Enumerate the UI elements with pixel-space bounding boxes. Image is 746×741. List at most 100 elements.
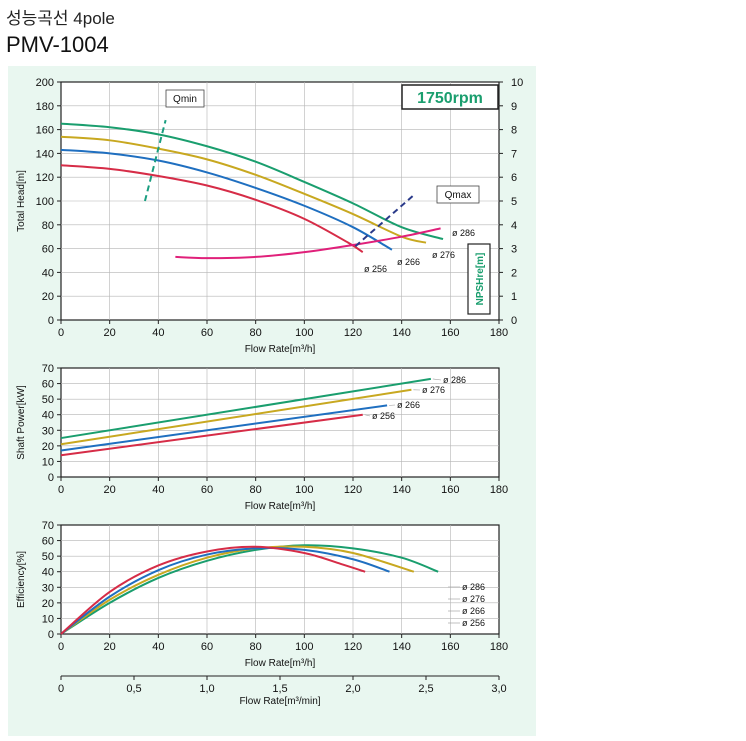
- head-x-tick-label: 120: [344, 327, 362, 339]
- efficiency-x-tick-label: 120: [344, 641, 362, 653]
- efficiency-y-tick-label: 30: [42, 582, 54, 594]
- head-y-tick-label: 120: [36, 172, 54, 184]
- power-x-axis-label: Flow Rate[m³/h]: [245, 501, 316, 512]
- flow-lpm-axis-label: Flow Rate[m³/min]: [239, 696, 320, 707]
- head-x-tick-label: 160: [441, 327, 459, 339]
- efficiency-x-tick-label: 160: [441, 641, 459, 653]
- head-x-tick-label: 140: [392, 327, 410, 339]
- power-leader-d286: [432, 378, 442, 381]
- efficiency-y-tick-label: 0: [48, 629, 54, 641]
- head-x-tick-label: 0: [58, 327, 64, 339]
- efficiency-series-d266: [60, 547, 390, 635]
- head-label-d256: ø 256: [364, 264, 387, 274]
- head-y-tick-label: 80: [42, 220, 54, 232]
- head-y-tick-label: 160: [36, 125, 54, 137]
- power-y-tick-label: 40: [42, 410, 54, 422]
- power-x-tick-label: 100: [295, 484, 313, 496]
- head-x-tick-label: 20: [104, 327, 116, 339]
- efficiency-x-tick-label: 80: [250, 641, 262, 653]
- chart-title-korean: 성능곡선 4pole: [6, 9, 115, 28]
- head-label-d266: ø 266: [397, 257, 420, 267]
- head-x-tick-label: 60: [201, 327, 213, 339]
- speed-label-box: [401, 84, 499, 110]
- power-series-d276: [60, 388, 412, 446]
- power-y-tick-label: 30: [42, 425, 54, 437]
- power-label-d266: ø 266: [397, 400, 420, 410]
- speed-label: 1750rpm: [417, 90, 483, 107]
- efficiency-plot-area: [60, 524, 500, 635]
- head-y2-tick-label: 6: [511, 172, 517, 184]
- power-label-d276: ø 276: [422, 385, 445, 395]
- head-y-tick-label: 20: [42, 291, 54, 303]
- head-y2-tick-label: 0: [511, 315, 517, 327]
- efficiency-series-d286: [60, 544, 439, 635]
- head-y-tick-label: 180: [36, 101, 54, 113]
- flow-lpm-tick-label: 2,5: [418, 683, 433, 695]
- head-y-axis-label: Total Head[m]: [16, 170, 27, 232]
- power-x-tick-label: 120: [344, 484, 362, 496]
- power-x-tick-label: 140: [392, 484, 410, 496]
- power-y-tick-label: 0: [48, 472, 54, 484]
- head-npsh-curve: [175, 227, 441, 260]
- head-y-tick-label: 200: [36, 77, 54, 89]
- efficiency-y-axis-label: Efficiency[%]: [16, 551, 27, 608]
- npsh-axis-label: NPSHre[m]: [475, 253, 486, 306]
- power-x-tick-label: 60: [201, 484, 213, 496]
- model-name: PMV-1004: [6, 32, 109, 57]
- qmax-label-box: [436, 185, 480, 204]
- power-x-tick-label: 20: [104, 484, 116, 496]
- flow-lpm-tick-label: 2,0: [345, 683, 360, 695]
- head-label-d286: ø 286: [452, 228, 475, 238]
- efficiency-legend-item: ø 286: [462, 582, 485, 592]
- power-x-tick-label: 180: [490, 484, 508, 496]
- head-y-tick-label: 140: [36, 148, 54, 160]
- power-x-tick-label: 40: [152, 484, 164, 496]
- efficiency-x-axis-label: Flow Rate[m³/h]: [245, 658, 316, 669]
- head-series-d266: [60, 148, 393, 251]
- head-series-d286: [60, 122, 444, 241]
- power-y-tick-label: 20: [42, 441, 54, 453]
- power-label-d286: ø 286: [443, 375, 466, 385]
- head-y2-tick-label: 3: [511, 244, 517, 256]
- power-series-d286: [60, 377, 432, 440]
- head-y2-tick-label: 5: [511, 196, 517, 208]
- efficiency-x-tick-label: 100: [295, 641, 313, 653]
- head-y2-tick-label: 2: [511, 267, 517, 279]
- flow-lpm-tick-label: 1,0: [199, 683, 214, 695]
- power-y-tick-label: 10: [42, 456, 54, 468]
- flow-lpm-tick-label: 1,5: [272, 683, 287, 695]
- power-series-d266: [60, 404, 388, 452]
- power-series-d256: [60, 413, 363, 457]
- efficiency-x-tick-label: 20: [104, 641, 116, 653]
- qmax-line: [354, 194, 415, 247]
- efficiency-legend-item: ø 276: [462, 594, 485, 604]
- power-y-tick-label: 70: [42, 363, 54, 375]
- head-x-tick-label: 40: [152, 327, 164, 339]
- qmin-line: [143, 119, 167, 202]
- head-series-d276: [60, 135, 427, 244]
- head-y-tick-label: 0: [48, 315, 54, 327]
- efficiency-y-tick-label: 40: [42, 567, 54, 579]
- efficiency-x-tick-label: 40: [152, 641, 164, 653]
- flow-lpm-tick-label: 3,0: [491, 683, 506, 695]
- power-x-tick-label: 80: [250, 484, 262, 496]
- head-y2-tick-label: 7: [511, 148, 517, 160]
- head-y2-tick-label: 9: [511, 101, 517, 113]
- head-y2-tick-label: 1: [511, 291, 517, 303]
- npsh-label-box: [467, 243, 491, 315]
- efficiency-legend-item: ø 266: [462, 606, 485, 616]
- head-x-axis-label: Flow Rate[m³/h]: [245, 344, 316, 355]
- efficiency-x-tick-label: 60: [201, 641, 213, 653]
- power-y-tick-label: 50: [42, 394, 54, 406]
- qmin-label: Qmin: [173, 94, 197, 105]
- head-y-tick-label: 60: [42, 244, 54, 256]
- flow-lpm-tick-label: 0,5: [126, 683, 141, 695]
- head-x-tick-label: 80: [250, 327, 262, 339]
- qmax-label: Qmax: [445, 190, 472, 201]
- head-y2-tick-label: 8: [511, 125, 517, 137]
- power-x-tick-label: 160: [441, 484, 459, 496]
- efficiency-y-tick-label: 50: [42, 551, 54, 563]
- efficiency-x-tick-label: 180: [490, 641, 508, 653]
- efficiency-legend-item: ø 256: [462, 618, 485, 628]
- power-y-tick-label: 60: [42, 379, 54, 391]
